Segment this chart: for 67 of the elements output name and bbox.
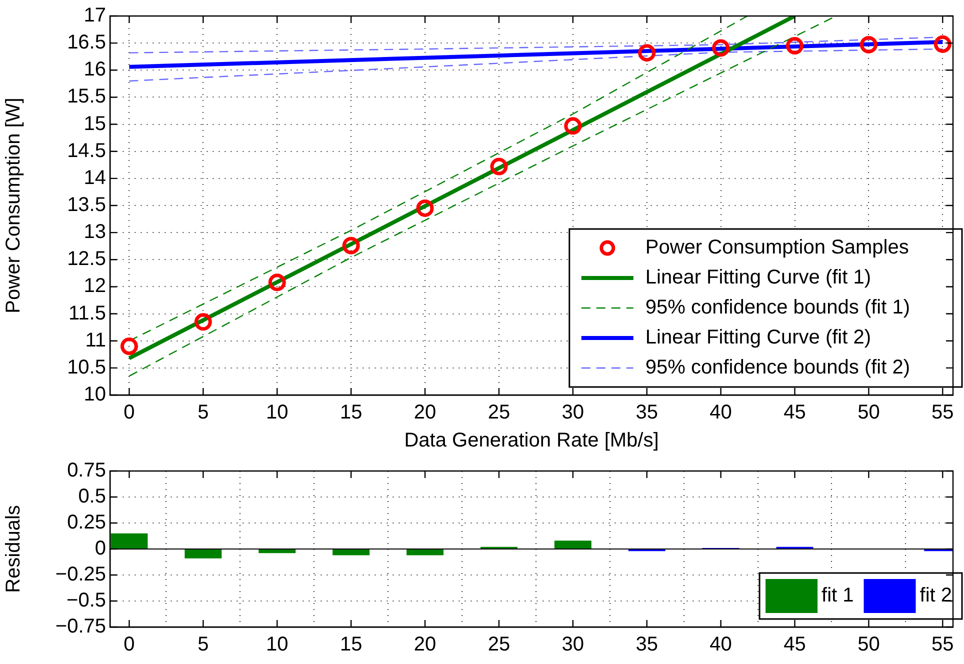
legend-label: Power Consumption Samples bbox=[645, 236, 909, 259]
point bbox=[638, 44, 656, 62]
y-tick-label: 12.5 bbox=[67, 248, 106, 270]
point bbox=[786, 37, 804, 55]
point bbox=[712, 39, 730, 57]
legend-label: 95% confidence bounds (fit 2) bbox=[645, 356, 910, 379]
y-tick-label: 10.5 bbox=[67, 356, 106, 378]
x-tick-label: 20 bbox=[414, 634, 436, 656]
x-tick-label: 15 bbox=[340, 634, 362, 656]
x-tick-label: 10 bbox=[266, 634, 288, 656]
legend-label: Linear Fitting Curve (fit 2) bbox=[645, 326, 872, 349]
y-tick-label: 0 bbox=[94, 538, 106, 560]
y-tick-label: 15.5 bbox=[67, 86, 106, 108]
y-tick-label: 16.5 bbox=[67, 32, 106, 54]
y-tick-label: 17 bbox=[84, 4, 106, 27]
x-tick-label: 50 bbox=[858, 402, 880, 424]
x-tick-label: 35 bbox=[636, 402, 658, 424]
y-tick-label: −0.25 bbox=[55, 564, 106, 586]
x-tick-label: 40 bbox=[710, 634, 732, 656]
x-tick-label: 45 bbox=[784, 634, 806, 656]
y-tick-label: 10 bbox=[84, 384, 106, 406]
x-tick-label: 5 bbox=[198, 402, 209, 424]
y-tick-label: 0.75 bbox=[67, 460, 106, 482]
y-tick-label: 14 bbox=[84, 166, 106, 189]
x-tick-label: 55 bbox=[932, 402, 954, 424]
x-tick-label: 5 bbox=[198, 634, 209, 656]
y-tick-label: 11 bbox=[85, 329, 106, 352]
y-tick-label: −0.75 bbox=[55, 616, 106, 638]
point bbox=[860, 36, 878, 54]
x-tick-label: 55 bbox=[932, 634, 954, 656]
x-tick-label: 25 bbox=[488, 402, 510, 424]
y-axis-title: Residuals bbox=[2, 505, 25, 593]
x-tick-label: 50 bbox=[858, 634, 880, 656]
x-tick-label: 40 bbox=[710, 402, 732, 424]
x-axis-title: Data Generation Rate [Mb/s] bbox=[404, 430, 659, 452]
x-tick-label: 25 bbox=[488, 634, 510, 656]
point bbox=[120, 338, 138, 356]
x-tick-label: 10 bbox=[266, 402, 288, 424]
x-tick-label: 30 bbox=[562, 634, 584, 656]
legend-label: 95% confidence bounds (fit 1) bbox=[645, 296, 910, 319]
x-tick-label: 30 bbox=[562, 402, 584, 424]
point bbox=[934, 35, 952, 53]
point bbox=[564, 117, 582, 135]
y-tick-label: 16 bbox=[84, 58, 106, 81]
x-tick-label: 20 bbox=[414, 402, 436, 424]
legend-label: Linear Fitting Curve (fit 1) bbox=[645, 266, 872, 289]
x-tick-label: 0 bbox=[124, 402, 135, 424]
x-tick-label: 45 bbox=[784, 402, 806, 424]
y-tick-label: 0.25 bbox=[67, 512, 106, 534]
y-axis-title: Power Consumption [W] bbox=[2, 98, 25, 314]
x-tick-label: 0 bbox=[124, 634, 135, 656]
y-tick-label: 12 bbox=[84, 275, 106, 298]
x-tick-label: 15 bbox=[340, 402, 362, 424]
point bbox=[490, 158, 508, 176]
x-tick-label: 35 bbox=[636, 634, 658, 656]
point bbox=[194, 313, 212, 331]
y-tick-label: −0.5 bbox=[66, 590, 106, 612]
y-tick-label: 15 bbox=[84, 112, 106, 135]
point bbox=[342, 236, 360, 254]
y-tick-label: 13 bbox=[84, 221, 106, 244]
legend-label: fit 1 bbox=[822, 584, 854, 607]
y-tick-label: 14.5 bbox=[67, 140, 106, 162]
point bbox=[268, 274, 286, 292]
y-tick-label: 13.5 bbox=[67, 194, 106, 216]
y-tick-label: 11.5 bbox=[68, 302, 106, 324]
y-tick-label: 0.5 bbox=[78, 486, 106, 508]
point bbox=[416, 199, 434, 217]
